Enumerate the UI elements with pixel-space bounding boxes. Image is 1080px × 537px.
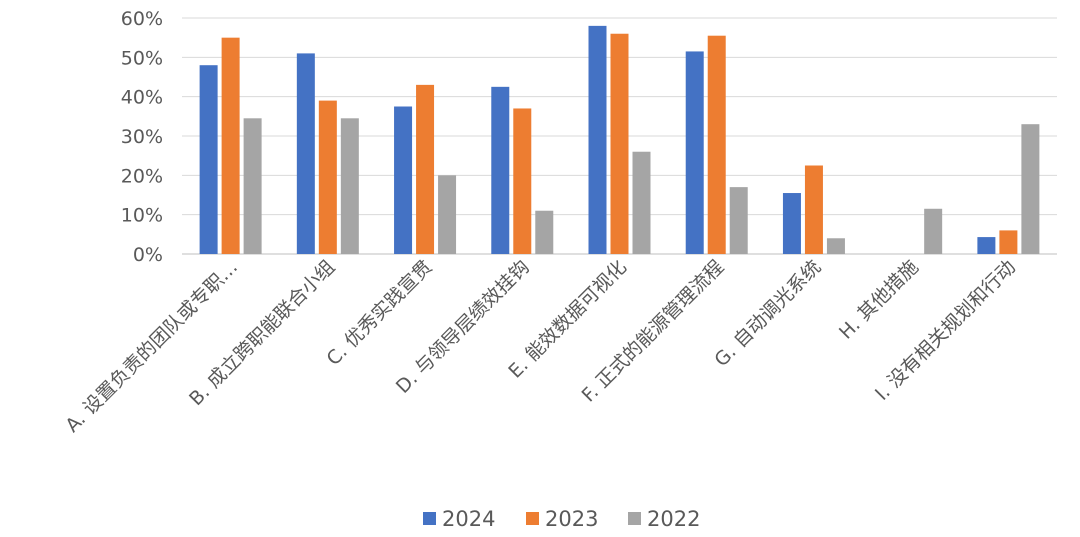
bar-2024-b [296,53,315,255]
bar-2024-a [199,65,218,254]
bar-2024-g [782,193,801,254]
legend-swatch-2024 [423,512,436,525]
bar-2024-e [588,25,607,254]
bar-2023-a [221,37,240,254]
bar-2023-g [804,165,823,254]
bar-2024-f [685,51,704,254]
bar-2023-b [318,100,337,254]
bars [199,25,1040,255]
bar-2023-f [707,35,726,255]
legend-label-2023: 2023 [545,507,598,531]
bar-2024-i [977,237,996,254]
bar-2023-e [610,33,629,254]
y-tick-label: 40% [121,87,163,109]
bar-2023-c [416,84,435,254]
bar-2022-e [632,151,651,254]
category-label: H. 其他措施 [835,256,923,344]
bar-2022-a [243,118,262,254]
bar-2022-f [729,187,748,254]
bar-2024-c [394,106,413,254]
y-tick-label: 20% [121,165,163,187]
y-tick-label: 50% [121,47,163,69]
bar-2023-d [513,108,532,254]
y-tick-label: 10% [121,205,163,227]
bar-2022-c [438,175,457,254]
legend-swatch-2023 [526,512,539,525]
bar-2022-d [535,210,554,254]
category-label: C. 优秀实践宣贯 [322,256,436,370]
legend-label-2024: 2024 [442,507,495,531]
legend-swatch-2022 [628,512,641,525]
y-tick-label: 0% [133,244,163,266]
bar-2022-b [340,118,359,254]
y-axis-tick-labels: 0% 10% 20% 30% 40% 50% 60% [121,8,163,266]
bar-2022-g [826,238,845,254]
category-label: G. 自动调光系统 [710,256,825,371]
legend-label-2022: 2022 [647,507,700,531]
bar-2024-d [491,86,510,254]
y-tick-label: 60% [121,8,163,30]
category-label: A. 设置负责的团队或专职… [61,256,242,437]
y-tick-label: 30% [121,126,163,148]
bar-2022-h [924,208,943,254]
bar-2022-i [1021,124,1040,254]
bar-2023-i [999,230,1018,254]
legend: 2024 2023 2022 [423,507,700,531]
